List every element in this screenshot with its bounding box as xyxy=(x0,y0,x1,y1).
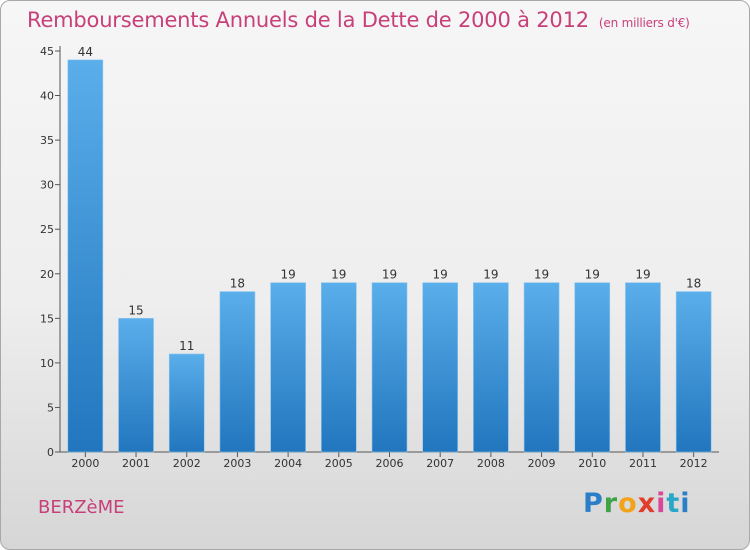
x-tick-label: 2003 xyxy=(223,457,251,470)
y-tick-label: 0 xyxy=(47,446,54,459)
bar xyxy=(574,282,611,453)
value-label: 18 xyxy=(686,277,701,291)
value-labels: 44 15 11 18 19 19 19 19 19 19 19 19 18 xyxy=(78,45,702,353)
bar xyxy=(67,59,104,453)
x-tick-label: 2005 xyxy=(325,457,353,470)
x-tick-label: 2002 xyxy=(173,457,201,470)
value-label: 11 xyxy=(179,339,194,353)
x-tick-label: 2009 xyxy=(528,457,556,470)
x-tick-label: 2004 xyxy=(274,457,302,470)
bar xyxy=(523,282,560,453)
x-tick-label: 2008 xyxy=(477,457,505,470)
proxiti-logo: Proxiti xyxy=(583,488,691,519)
y-tick-label: 30 xyxy=(40,179,54,192)
x-tick-label: 2012 xyxy=(680,457,708,470)
bar xyxy=(473,282,509,453)
value-label: 15 xyxy=(128,303,143,317)
chart-subtitle: (en milliers d'€) xyxy=(598,16,690,30)
axes: 0 5 10 15 20 25 30 35 40 45 2000 2001 2002 2003 2004 20… xyxy=(40,45,719,470)
bar xyxy=(422,282,458,453)
y-tick-label: 25 xyxy=(40,223,54,236)
bar xyxy=(321,282,357,453)
x-tick-label: 2001 xyxy=(122,457,150,470)
value-label: 19 xyxy=(280,268,295,282)
value-label: 44 xyxy=(78,45,93,59)
y-tick-label: 5 xyxy=(47,401,54,414)
x-tick-label: 2006 xyxy=(376,457,404,470)
bar xyxy=(675,291,712,453)
y-tick-label: 35 xyxy=(40,134,54,147)
bar xyxy=(219,291,256,453)
value-label: 19 xyxy=(382,268,397,282)
y-tick-label: 20 xyxy=(40,268,54,281)
y-tick-label: 40 xyxy=(40,90,54,103)
chart-title: Remboursements Annuels de la Dette de 20… xyxy=(27,8,690,32)
value-label: 19 xyxy=(331,268,346,282)
x-tick-label: 2007 xyxy=(426,457,454,470)
value-label: 19 xyxy=(433,268,448,282)
value-label: 19 xyxy=(534,268,549,282)
bar xyxy=(270,282,306,453)
place-name: BERZèME xyxy=(38,497,125,518)
value-label: 19 xyxy=(635,268,650,282)
x-tick-label: 2000 xyxy=(71,457,99,470)
bar xyxy=(168,353,205,453)
value-label: 18 xyxy=(230,277,245,291)
bar xyxy=(118,318,154,453)
y-tick-label: 45 xyxy=(40,45,54,58)
value-label: 19 xyxy=(585,268,600,282)
bar xyxy=(371,282,408,453)
x-tick-label: 2010 xyxy=(578,457,606,470)
y-tick-label: 15 xyxy=(40,312,54,325)
value-label: 19 xyxy=(483,268,498,282)
y-tick-label: 10 xyxy=(40,357,54,370)
bars xyxy=(67,59,712,453)
chart-title-text: Remboursements Annuels de la Dette de 20… xyxy=(27,8,589,32)
bar xyxy=(625,282,661,453)
x-tick-label: 2011 xyxy=(629,457,657,470)
